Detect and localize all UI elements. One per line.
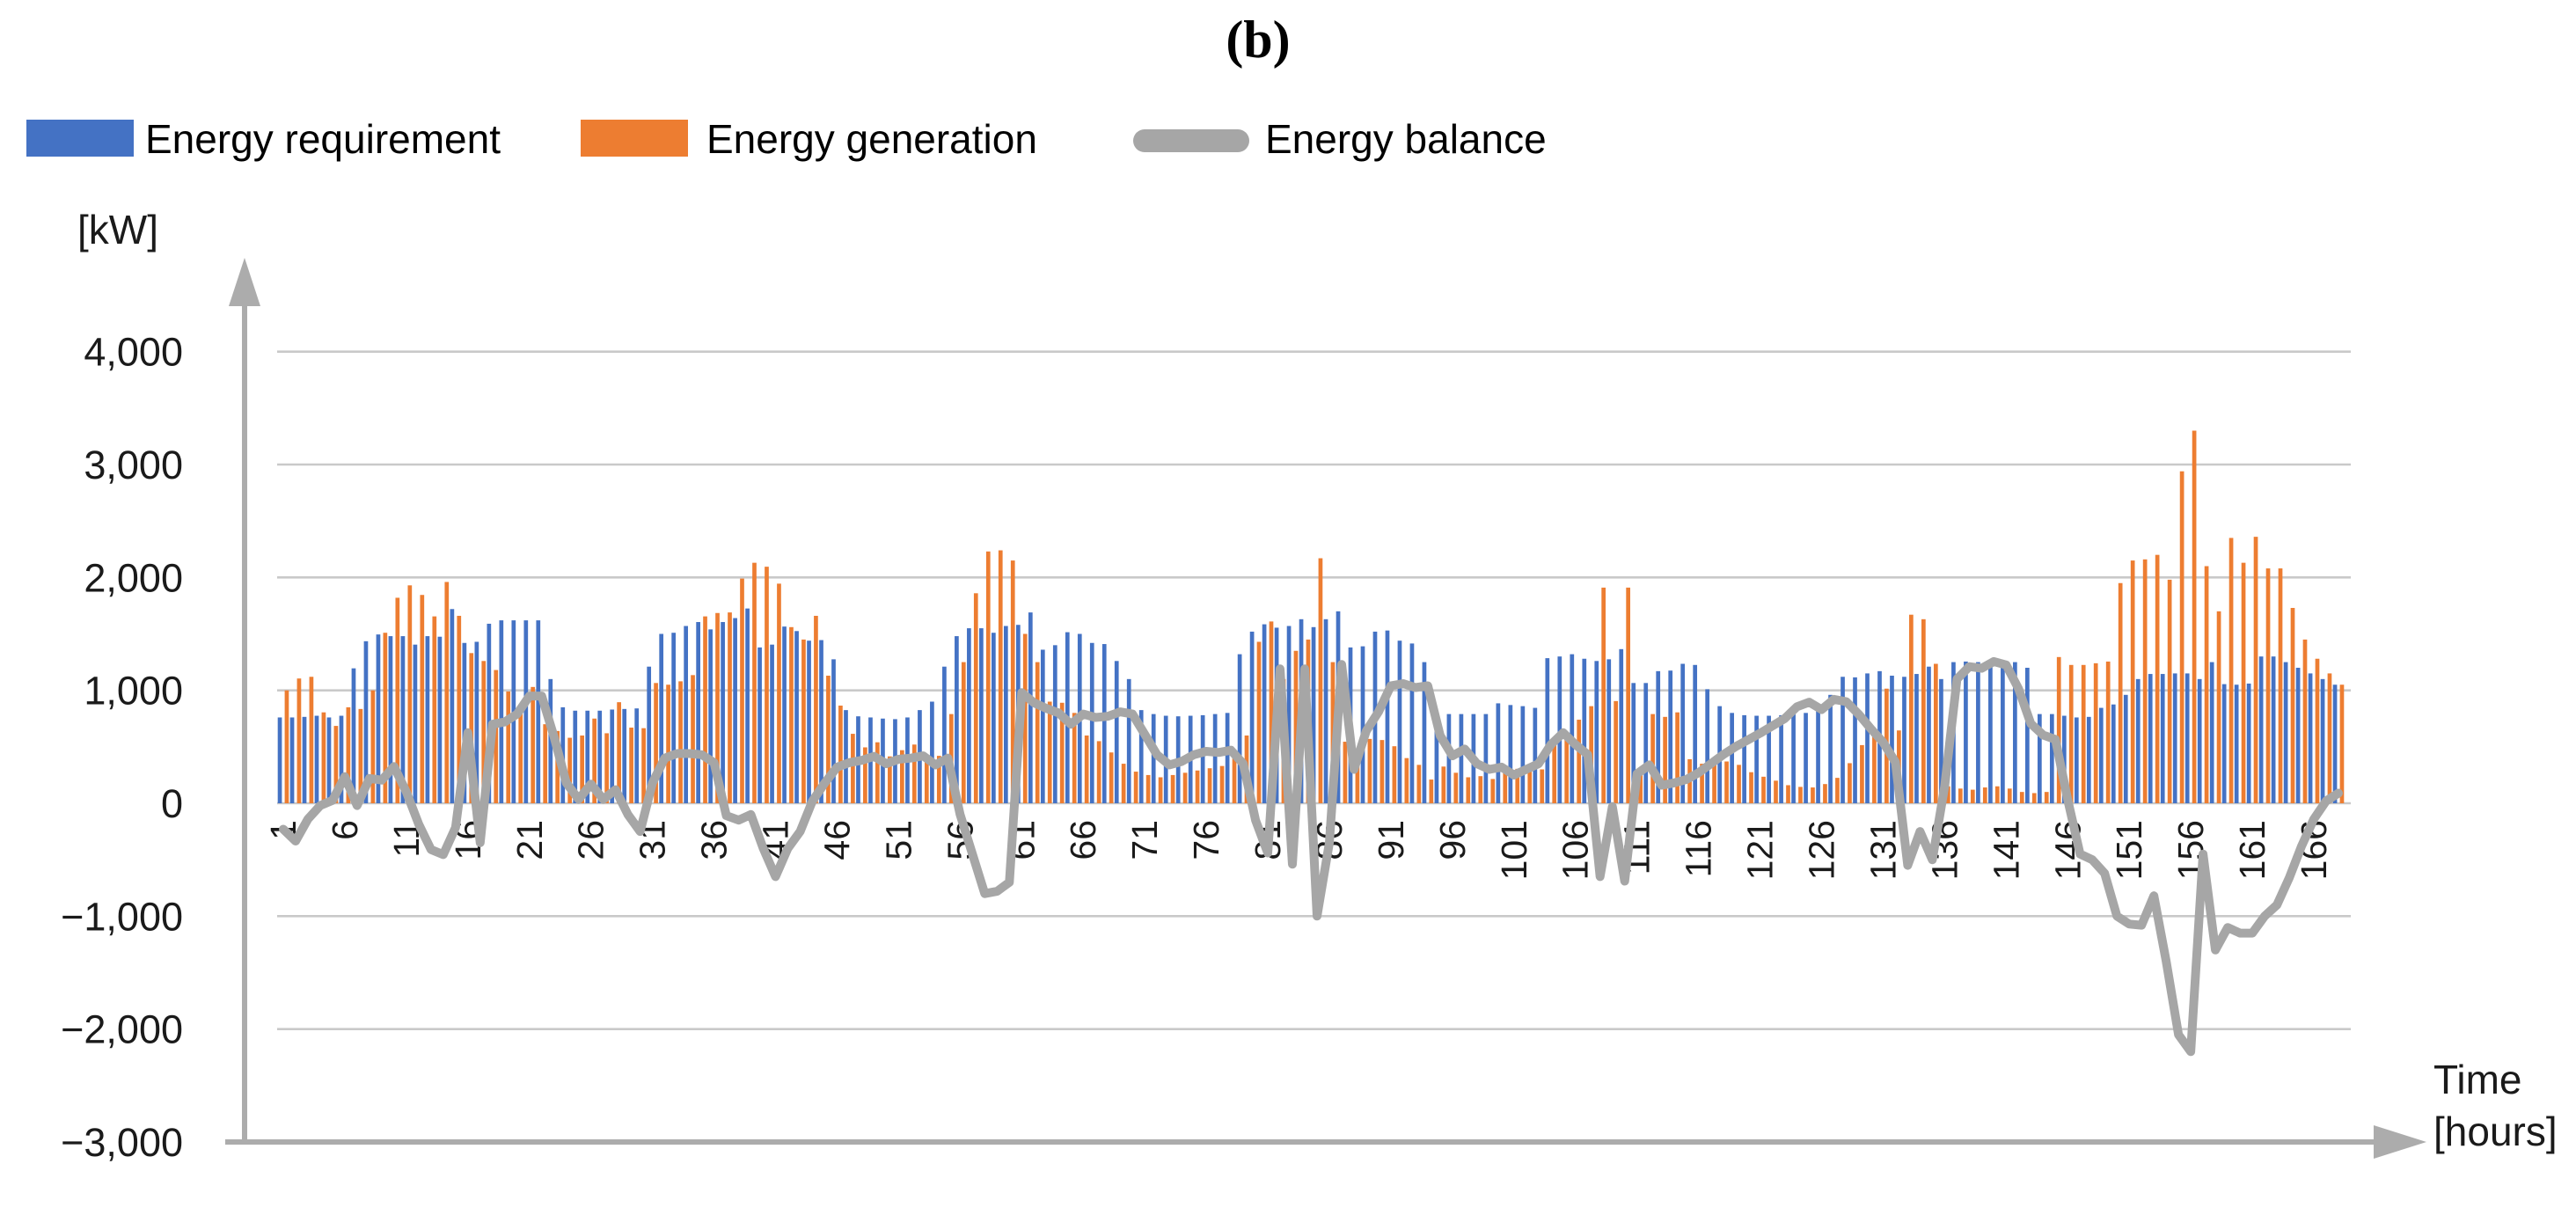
svg-text:116: 116 <box>1679 820 1719 877</box>
svg-text:21: 21 <box>509 820 550 860</box>
svg-text:51: 51 <box>878 820 918 860</box>
svg-text:26: 26 <box>571 820 611 860</box>
bars-generation <box>284 430 2345 803</box>
legend-label-requirement: Energy requirement <box>145 116 501 162</box>
x-axis-unit-label: Time [hours] <box>2433 1054 2558 1158</box>
x-tick-labels: 1 6 11 16 21 26 31 36 41 46 51 56 61 66 71 76 81 86 91 96 10… <box>263 820 2334 880</box>
legend-swatch-generation-icon <box>581 120 688 157</box>
legend-label-balance: Energy balance <box>1265 116 1547 162</box>
x-axis-unit-line1: Time <box>2433 1057 2522 1102</box>
legend-swatch-requirement-icon <box>26 120 134 157</box>
svg-text:71: 71 <box>1124 820 1165 860</box>
svg-text:106: 106 <box>1555 820 1596 880</box>
y-tick-labels: 4,000 3,000 2,000 1,000 0 −1,000 −2,000 −3,000 <box>61 330 183 1165</box>
svg-text:−2,000: −2,000 <box>61 1007 183 1052</box>
svg-text:131: 131 <box>1862 820 1903 880</box>
legend-label-generation: Energy generation <box>706 116 1037 162</box>
svg-text:96: 96 <box>1432 820 1473 860</box>
svg-text:1,000: 1,000 <box>84 669 183 714</box>
balance-line <box>279 656 2343 1057</box>
svg-text:−1,000: −1,000 <box>61 894 183 939</box>
legend-item-requirement: Energy requirement <box>0 106 545 176</box>
svg-text:76: 76 <box>1186 820 1226 860</box>
svg-text:46: 46 <box>816 820 857 860</box>
svg-text:121: 121 <box>1740 820 1781 880</box>
legend-item-generation: Energy generation <box>554 106 1091 176</box>
svg-text:161: 161 <box>2232 820 2272 880</box>
svg-text:2,000: 2,000 <box>84 555 183 600</box>
svg-text:101: 101 <box>1494 820 1534 880</box>
svg-text:−3,000: −3,000 <box>61 1120 183 1165</box>
svg-text:4,000: 4,000 <box>84 330 183 375</box>
svg-text:126: 126 <box>1802 820 1842 880</box>
svg-text:3,000: 3,000 <box>84 443 183 487</box>
svg-text:141: 141 <box>1986 820 2026 880</box>
bars-requirement <box>277 608 2338 803</box>
svg-text:36: 36 <box>694 820 735 860</box>
svg-text:0: 0 <box>161 781 183 826</box>
svg-text:151: 151 <box>2109 820 2149 880</box>
svg-text:91: 91 <box>1371 820 1411 860</box>
legend: Energy requirement Energy generation Ene… <box>0 106 1848 176</box>
x-axis-unit-line2: [hours] <box>2433 1108 2558 1154</box>
legend-item-balance: Energy balance <box>1107 106 1635 176</box>
svg-text:66: 66 <box>1063 820 1103 860</box>
panel-title: (b) <box>1226 11 1291 69</box>
svg-text:6: 6 <box>325 820 365 840</box>
y-axis-unit-label: [kW] <box>77 207 158 253</box>
axes <box>225 258 2426 1159</box>
legend-swatch-balance-icon <box>1133 129 1249 152</box>
